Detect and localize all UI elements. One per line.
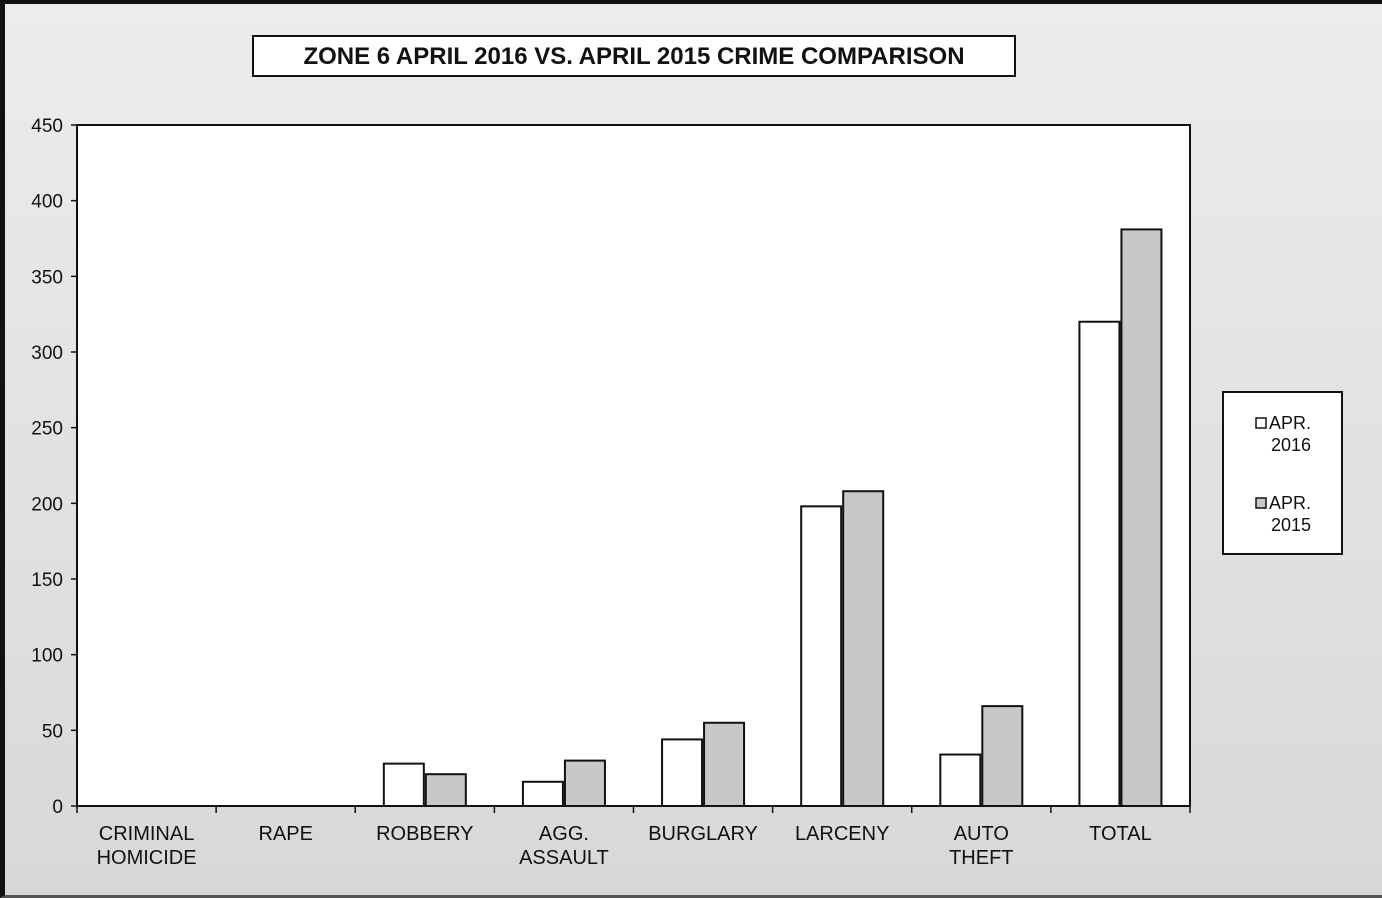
bar-apr-2015 — [424, 773, 467, 807]
legend-box — [1222, 391, 1343, 555]
bar-apr-2016 — [382, 762, 425, 807]
bar-apr-2015 — [842, 490, 885, 807]
bar-apr-2015 — [563, 759, 606, 807]
bar-apr-2016 — [1078, 320, 1121, 807]
y-tick-label: 50 — [42, 721, 63, 742]
y-tick-label: 200 — [31, 494, 63, 515]
bar-apr-2016 — [661, 738, 704, 807]
x-category-label: HOMICIDE — [97, 847, 197, 869]
plot-area — [76, 124, 1191, 807]
chart-title: ZONE 6 APRIL 2016 VS. APRIL 2015 CRIME C… — [303, 43, 964, 70]
x-category-label: AGG. — [539, 823, 589, 845]
legend-swatch — [1255, 497, 1267, 509]
y-tick-label: 350 — [31, 267, 63, 288]
bar-apr-2016 — [939, 753, 982, 808]
y-tick-label: 100 — [31, 646, 63, 667]
legend-label: 2015 — [1271, 515, 1311, 535]
legend-label: APR. — [1269, 493, 1311, 513]
bars — [382, 228, 1163, 808]
x-category-label: ASSAULT — [519, 847, 609, 869]
bar-apr-2016 — [521, 780, 564, 808]
title-border — [252, 35, 1016, 77]
x-category-label: AUTO — [954, 823, 1009, 845]
x-category-label: LARCENY — [795, 823, 889, 845]
y-tick-label: 0 — [52, 797, 63, 818]
chart-title-box: ZONE 6 APRIL 2016 VS. APRIL 2015 CRIME C… — [252, 35, 1016, 77]
y-tick-label: 300 — [31, 343, 63, 364]
bar-apr-2016 — [800, 505, 843, 807]
y-tick-label: 250 — [31, 419, 63, 440]
x-category-label: THEFT — [949, 847, 1013, 869]
x-category-label: TOTAL — [1089, 823, 1152, 845]
legend-label: 2016 — [1271, 435, 1311, 455]
y-axis: 0 50 100 150 200 250 300 350 400 450 — [31, 116, 77, 818]
bar-apr-2015 — [1120, 228, 1163, 808]
y-tick-label: 150 — [31, 570, 63, 591]
x-category-label: RAPE — [258, 823, 312, 845]
legend-label: APR. — [1269, 413, 1311, 433]
bar-apr-2015 — [703, 721, 746, 807]
x-category-label: CRIMINAL — [99, 823, 195, 845]
bar-apr-2015 — [981, 705, 1024, 807]
y-tick-label: 400 — [31, 192, 63, 213]
x-category-label: BURGLARY — [648, 823, 758, 845]
chart-svg: 0 50 100 150 200 250 300 350 400 450 CRIMINALHOMI… — [31, 35, 1343, 869]
x-category-label: ROBBERY — [376, 823, 473, 845]
legend-swatch — [1255, 417, 1267, 429]
y-tick-label: 450 — [31, 116, 63, 137]
